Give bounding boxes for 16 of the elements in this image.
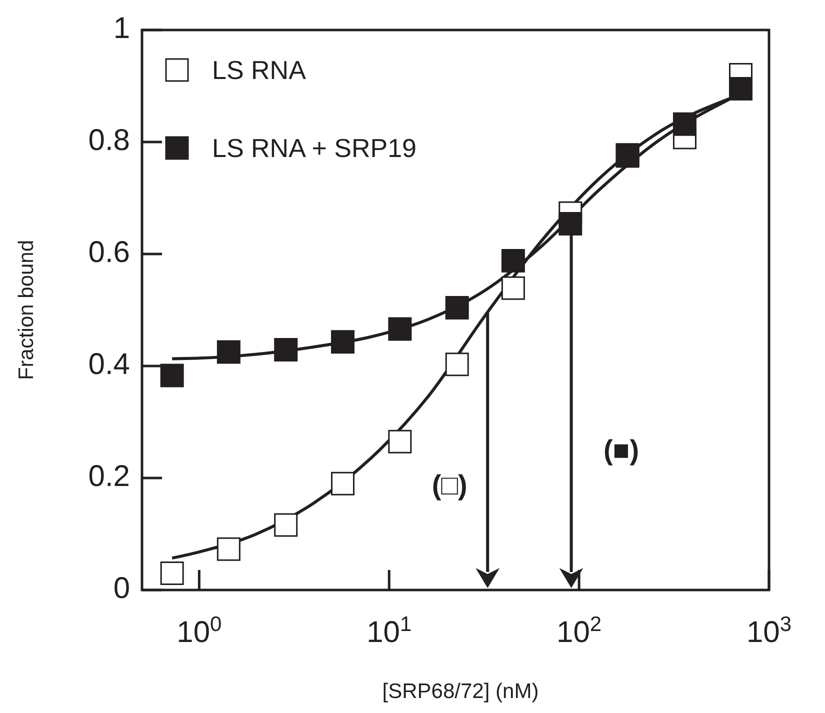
y-axis-title: Fraction bound: [15, 240, 38, 380]
y-tick-label: 0: [113, 572, 130, 605]
legend-label: LS RNA + SRP19: [212, 133, 416, 163]
x-tick-label: 10$^{1}$: [366, 612, 412, 649]
ref-line-label: (□): [432, 470, 468, 501]
y-tick-label: 1: [113, 12, 130, 45]
ref-line-label: (■): [604, 434, 640, 466]
legend-label: LS RNA: [212, 55, 307, 85]
y-tick-label: 0.4: [88, 348, 130, 381]
y-tick-label: 0.6: [88, 236, 130, 269]
y-tick-label: 0.2: [88, 460, 130, 493]
x-tick-label: 10$^{3}$: [746, 612, 792, 649]
x-axis-title: [SRP68/72] (nM): [382, 680, 539, 703]
x-tick-label: 10$^{0}$: [176, 612, 222, 649]
y-tick-label: 0.8: [88, 124, 130, 157]
x-tick-label: 10$^{2}$: [556, 612, 602, 649]
